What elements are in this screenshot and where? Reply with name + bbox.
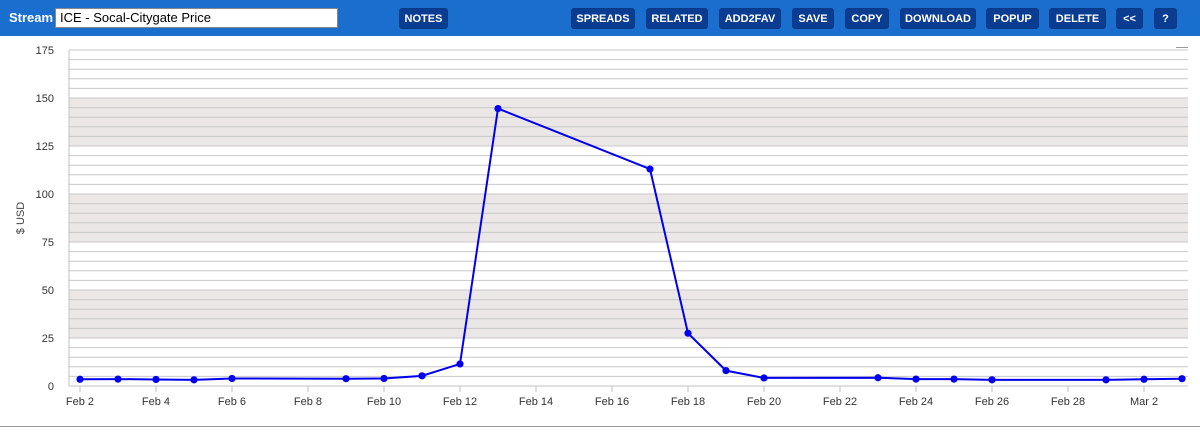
x-tick-label: Feb 10 [367,396,401,408]
data-point [684,329,692,337]
spreads-button[interactable]: SPREADS [571,8,635,29]
grid-band [69,98,1188,146]
data-point [722,367,730,375]
data-point [1102,376,1110,384]
x-tick-label: Mar 2 [1130,396,1158,408]
toolbar: Stream ICE - Socal-Citygate Price NOTES … [0,0,1200,36]
grid-band [69,194,1188,242]
x-tick-label: Feb 26 [975,396,1009,408]
stream-input[interactable]: ICE - Socal-Citygate Price [55,8,338,28]
series-line [79,107,1183,381]
collapse-button[interactable]: << [1116,8,1143,29]
y-tick-label: 25 [42,333,54,345]
y-tick-label: 0 [48,381,54,393]
data-point [418,372,426,380]
x-tick-label: Feb 2 [66,396,94,408]
x-tick-label: Feb 4 [142,396,170,408]
copy-button[interactable]: COPY [845,8,889,29]
save-button[interactable]: SAVE [792,8,834,29]
data-point [228,374,236,383]
x-tick-label: Feb 14 [519,396,553,408]
data-point [380,374,388,383]
data-point [494,104,502,113]
x-tick-label: Feb 12 [443,396,477,408]
data-point [760,374,768,382]
data-point [76,375,84,383]
x-tick-label: Feb 8 [294,396,322,408]
stream-label: Stream [9,10,54,25]
data-point [646,165,654,173]
data-point [988,376,996,384]
x-tick-label: Feb 6 [218,396,246,408]
delete-button[interactable]: DELETE [1049,8,1106,29]
notes-button[interactable]: NOTES [399,8,448,29]
download-button[interactable]: DOWNLOAD [900,8,976,29]
y-tick-label: 50 [42,285,54,297]
add2fav-button[interactable]: ADD2FAV [719,8,781,29]
data-point [1140,375,1148,383]
chart-area: 0 25 50 75 100 125 150 175 $ USD Feb 2 Feb 4 Feb 6 F… [0,36,1200,429]
data-point [874,374,882,382]
data-point [456,360,464,368]
data-point [1178,375,1186,383]
x-tick-label: Feb 22 [823,396,857,408]
data-point [912,375,920,383]
y-axis-label: $ USD [15,202,27,234]
y-tick-label: 175 [36,45,54,57]
grid-band [69,290,1188,338]
price-line-chart: 0 25 50 75 100 125 150 175 $ USD Feb 2 Feb 4 Feb 6 F… [15,45,1188,408]
x-tick-label: Feb 18 [671,396,705,408]
x-tick-label: Feb 24 [899,396,933,408]
data-point [950,375,958,383]
chart-menu-mark[interactable] [1176,47,1188,48]
x-tick-label: Feb 20 [747,396,781,408]
popup-button[interactable]: POPUP [986,8,1039,29]
divider [0,426,1200,427]
help-button[interactable]: ? [1154,8,1177,29]
data-point [342,375,350,383]
data-point [114,375,122,383]
related-button[interactable]: RELATED [646,8,708,29]
x-tick-label: Feb 28 [1051,396,1085,408]
data-point [190,376,198,384]
y-tick-label: 75 [42,237,54,249]
y-tick-label: 100 [36,189,54,201]
data-point [152,375,160,384]
y-tick-label: 125 [36,141,54,153]
x-tick-label: Feb 16 [595,396,629,408]
y-tick-label: 150 [36,93,54,105]
